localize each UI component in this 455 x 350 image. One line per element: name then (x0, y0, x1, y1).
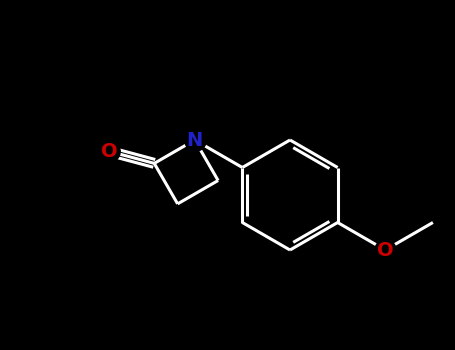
Text: O: O (377, 240, 394, 259)
Text: N: N (187, 131, 203, 149)
Text: O: O (101, 142, 117, 161)
